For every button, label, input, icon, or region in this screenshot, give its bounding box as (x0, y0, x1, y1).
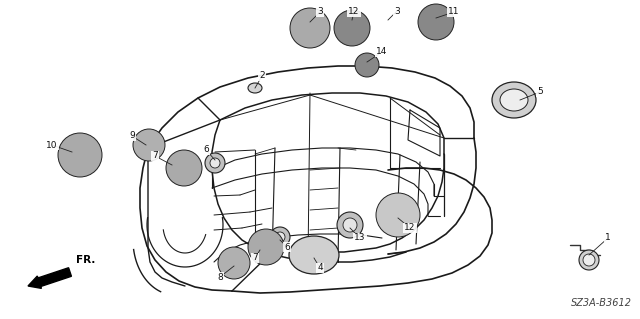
Text: 10: 10 (46, 140, 58, 150)
Circle shape (270, 227, 290, 247)
Text: FR.: FR. (76, 255, 95, 265)
Circle shape (64, 139, 96, 171)
Circle shape (75, 150, 85, 160)
Circle shape (178, 162, 190, 174)
Text: 1: 1 (605, 234, 611, 242)
Circle shape (229, 258, 239, 268)
Text: SZ3A-B3612: SZ3A-B3612 (571, 298, 632, 308)
Circle shape (430, 16, 442, 28)
Circle shape (138, 134, 160, 156)
Ellipse shape (500, 89, 528, 111)
Circle shape (218, 247, 250, 279)
Ellipse shape (492, 82, 536, 118)
Circle shape (133, 129, 165, 161)
Circle shape (143, 139, 155, 151)
Text: 8: 8 (217, 272, 223, 281)
Text: 2: 2 (259, 71, 265, 80)
Text: 3: 3 (394, 6, 400, 16)
Circle shape (260, 241, 272, 253)
Circle shape (210, 158, 220, 168)
Circle shape (579, 250, 599, 270)
Text: 6: 6 (284, 242, 290, 251)
Circle shape (340, 16, 364, 40)
Circle shape (418, 4, 454, 40)
Text: 7: 7 (152, 152, 158, 160)
Text: 13: 13 (355, 234, 365, 242)
Circle shape (383, 200, 413, 230)
Text: 7: 7 (252, 254, 258, 263)
Circle shape (58, 133, 102, 177)
Text: 5: 5 (537, 87, 543, 97)
Circle shape (166, 150, 202, 186)
Circle shape (360, 58, 374, 72)
Circle shape (343, 218, 357, 232)
FancyArrow shape (28, 268, 72, 288)
Circle shape (334, 10, 370, 46)
Circle shape (302, 20, 318, 36)
Circle shape (70, 145, 90, 165)
Circle shape (376, 193, 420, 237)
Text: 9: 9 (129, 131, 135, 140)
Circle shape (248, 229, 284, 265)
Circle shape (223, 252, 245, 274)
Circle shape (254, 235, 278, 259)
Circle shape (583, 254, 595, 266)
Circle shape (205, 153, 225, 173)
Text: 12: 12 (404, 224, 416, 233)
Circle shape (290, 8, 330, 48)
Text: 4: 4 (317, 263, 323, 272)
Circle shape (355, 53, 379, 77)
Circle shape (337, 212, 363, 238)
Ellipse shape (248, 83, 262, 93)
Text: 3: 3 (317, 8, 323, 17)
Ellipse shape (289, 236, 339, 274)
Circle shape (296, 14, 324, 42)
Circle shape (275, 232, 285, 242)
Text: 14: 14 (376, 48, 388, 56)
Circle shape (424, 10, 448, 34)
Circle shape (172, 156, 196, 180)
Text: 6: 6 (203, 145, 209, 154)
Text: 12: 12 (348, 8, 360, 17)
Circle shape (346, 22, 358, 34)
Text: 11: 11 (448, 8, 460, 17)
